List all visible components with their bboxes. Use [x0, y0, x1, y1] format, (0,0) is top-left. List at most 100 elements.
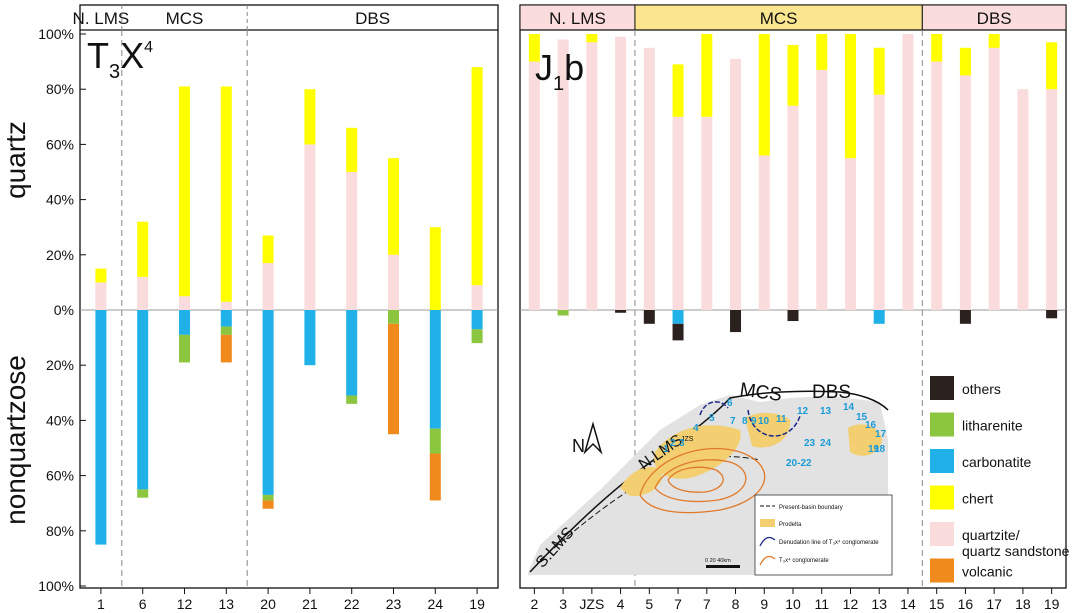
map-label-jzs: JZS [681, 436, 694, 443]
left-panel: N. LMS MCS DBS 100% 80% 60% 40% 20% 0% 20% 40% 60%… [0, 4, 499, 612]
y-tick-label: 40% [46, 192, 74, 208]
bar-carbonatite-1 [95, 310, 107, 545]
x-tick-label: 15 [929, 596, 945, 612]
left-bars [95, 30, 483, 588]
map-legend-denudation-swatch [759, 536, 776, 547]
bar-chert-12 [179, 86, 190, 297]
zone-header-label: N. LMS [73, 9, 130, 28]
x-tick-label: 6 [139, 596, 147, 612]
x-tick-label: 11 [814, 596, 829, 612]
prodelta-2 [654, 425, 741, 479]
bar-quartzite-20 [262, 263, 274, 310]
bar-chert-17 [988, 34, 1000, 48]
x-tick-label: 20 [260, 596, 276, 612]
map-site-number: 16 [865, 420, 877, 431]
zone-header-label: MCS [166, 9, 204, 28]
left-zone-headers: N. LMS MCS DBS [73, 5, 390, 30]
bar-carbonatite-6 [137, 310, 149, 490]
y-tick-label: 20% [46, 247, 74, 263]
left-plot-frame [79, 4, 499, 589]
bar-quartzite-15 [931, 61, 943, 310]
y-tick-label: 100% [38, 578, 74, 594]
bar-litharenite-24 [429, 428, 441, 454]
map-site-number: 23 [804, 438, 816, 449]
bar-litharenite-19 [471, 329, 483, 344]
map-legend-denudation-label: Denudation line of T₃x⁴ conglomerate [779, 539, 879, 546]
map-site-number: 13 [820, 406, 832, 417]
y-tick-label: 0% [54, 302, 74, 318]
x-tick-label: 13 [219, 596, 235, 612]
bar-others-4 [615, 310, 627, 313]
bar-chert-16 [959, 47, 971, 76]
bar-quartzite-16 [959, 75, 971, 311]
x-tick-label: 10 [785, 596, 801, 612]
y-tick-label: 60% [46, 136, 74, 152]
map-legend-prodelta-label: Prodelta [779, 522, 802, 528]
bar-chert-23 [388, 158, 399, 255]
legend-swatch-carbonatite [930, 449, 954, 473]
bar-chert-6 [137, 221, 149, 277]
map-site-number: 9 [751, 416, 757, 427]
bar-others-16 [959, 310, 971, 324]
bar-quartzite-12 [844, 158, 856, 310]
zone-header-label: N. LMS [549, 9, 606, 28]
legend-label-others: others [962, 381, 1001, 397]
bar-carbonatite-20 [262, 310, 274, 495]
map-site-number: 11 [776, 414, 787, 425]
bar-carbonatite-13 [873, 310, 885, 324]
bar-chert-13 [873, 47, 885, 95]
bar-quartzite-17 [988, 47, 1000, 311]
right-zone-headers: N. LMS MCS DBS [519, 4, 1067, 31]
legend-label-volcanic: volcanic [962, 564, 1013, 580]
bar-quartzite-13 [873, 94, 885, 310]
bar-chert-19 [471, 67, 483, 286]
x-tick-label: 14 [900, 596, 916, 612]
legend-swatch-volcanic [930, 558, 954, 583]
map-site-number: 17 [875, 429, 887, 440]
bar-volcanic-24 [429, 453, 441, 501]
bar-chert-13 [220, 86, 232, 302]
bar-quartzite-9 [758, 155, 770, 310]
bar-quartzite-1 [95, 282, 107, 310]
nonquartz-axis-label: nonquartzose [0, 355, 31, 525]
zone-header-label: DBS [977, 9, 1012, 28]
x-tick-label: 21 [302, 596, 318, 612]
x-tick-label: 13 [871, 596, 887, 612]
y-tick-label: 40% [46, 412, 74, 428]
legend-swatch-chert [930, 485, 954, 510]
bar-carbonatite-7 [672, 310, 684, 324]
x-tick-label: 4 [617, 596, 625, 612]
left-y-axis: 100% 80% 60% 40% 20% 0% 20% 40% 60% 80% 100% [38, 26, 86, 594]
bar-chert-7 [672, 64, 684, 117]
bar-others-10 [787, 310, 799, 322]
legend-swatch-quartzite [930, 522, 954, 546]
bar-quartzite-19 [1046, 89, 1058, 310]
x-tick-label: 12 [843, 596, 859, 612]
map-site-number: 2 [670, 438, 676, 449]
bar-volcanic-23 [388, 323, 399, 435]
north-arrow-icon [583, 421, 603, 455]
bar-quartzite-19 [471, 285, 483, 310]
x-tick-label: 8 [732, 596, 740, 612]
bar-quartzite-8 [730, 58, 742, 311]
north-label: N [572, 436, 585, 456]
bar-chert-21 [304, 89, 316, 145]
bar-others-5 [643, 310, 655, 324]
bar-quartzite-7 [672, 116, 684, 310]
map-site-number: 20-22 [786, 458, 812, 469]
legend-swatch-litharenite [930, 412, 954, 437]
bar-others-8 [730, 310, 742, 333]
map-site-number: 6 [727, 398, 733, 409]
map-legend-box [754, 494, 893, 576]
bar-chert-15 [931, 34, 943, 62]
bar-carbonatite-12 [179, 310, 190, 335]
map-site-number: 12 [797, 406, 809, 417]
conglomerate-isoline-3 [667, 466, 724, 493]
zone-header-label: DBS [355, 9, 390, 28]
legend-label-carbonatite: carbonatite [962, 454, 1031, 470]
x-tick-label: 17 [986, 596, 1002, 612]
bar-carbonatite-22 [346, 310, 358, 396]
bar-carbonatite-19 [471, 310, 483, 330]
map-legend-boundary-label: Present-basin boundary [779, 505, 843, 511]
right-panel: N. LMS MCS DBS 2 3 JZS 4 5 7 7 8 9 10 11 12 13 14 15 16 17… [519, 4, 1070, 612]
